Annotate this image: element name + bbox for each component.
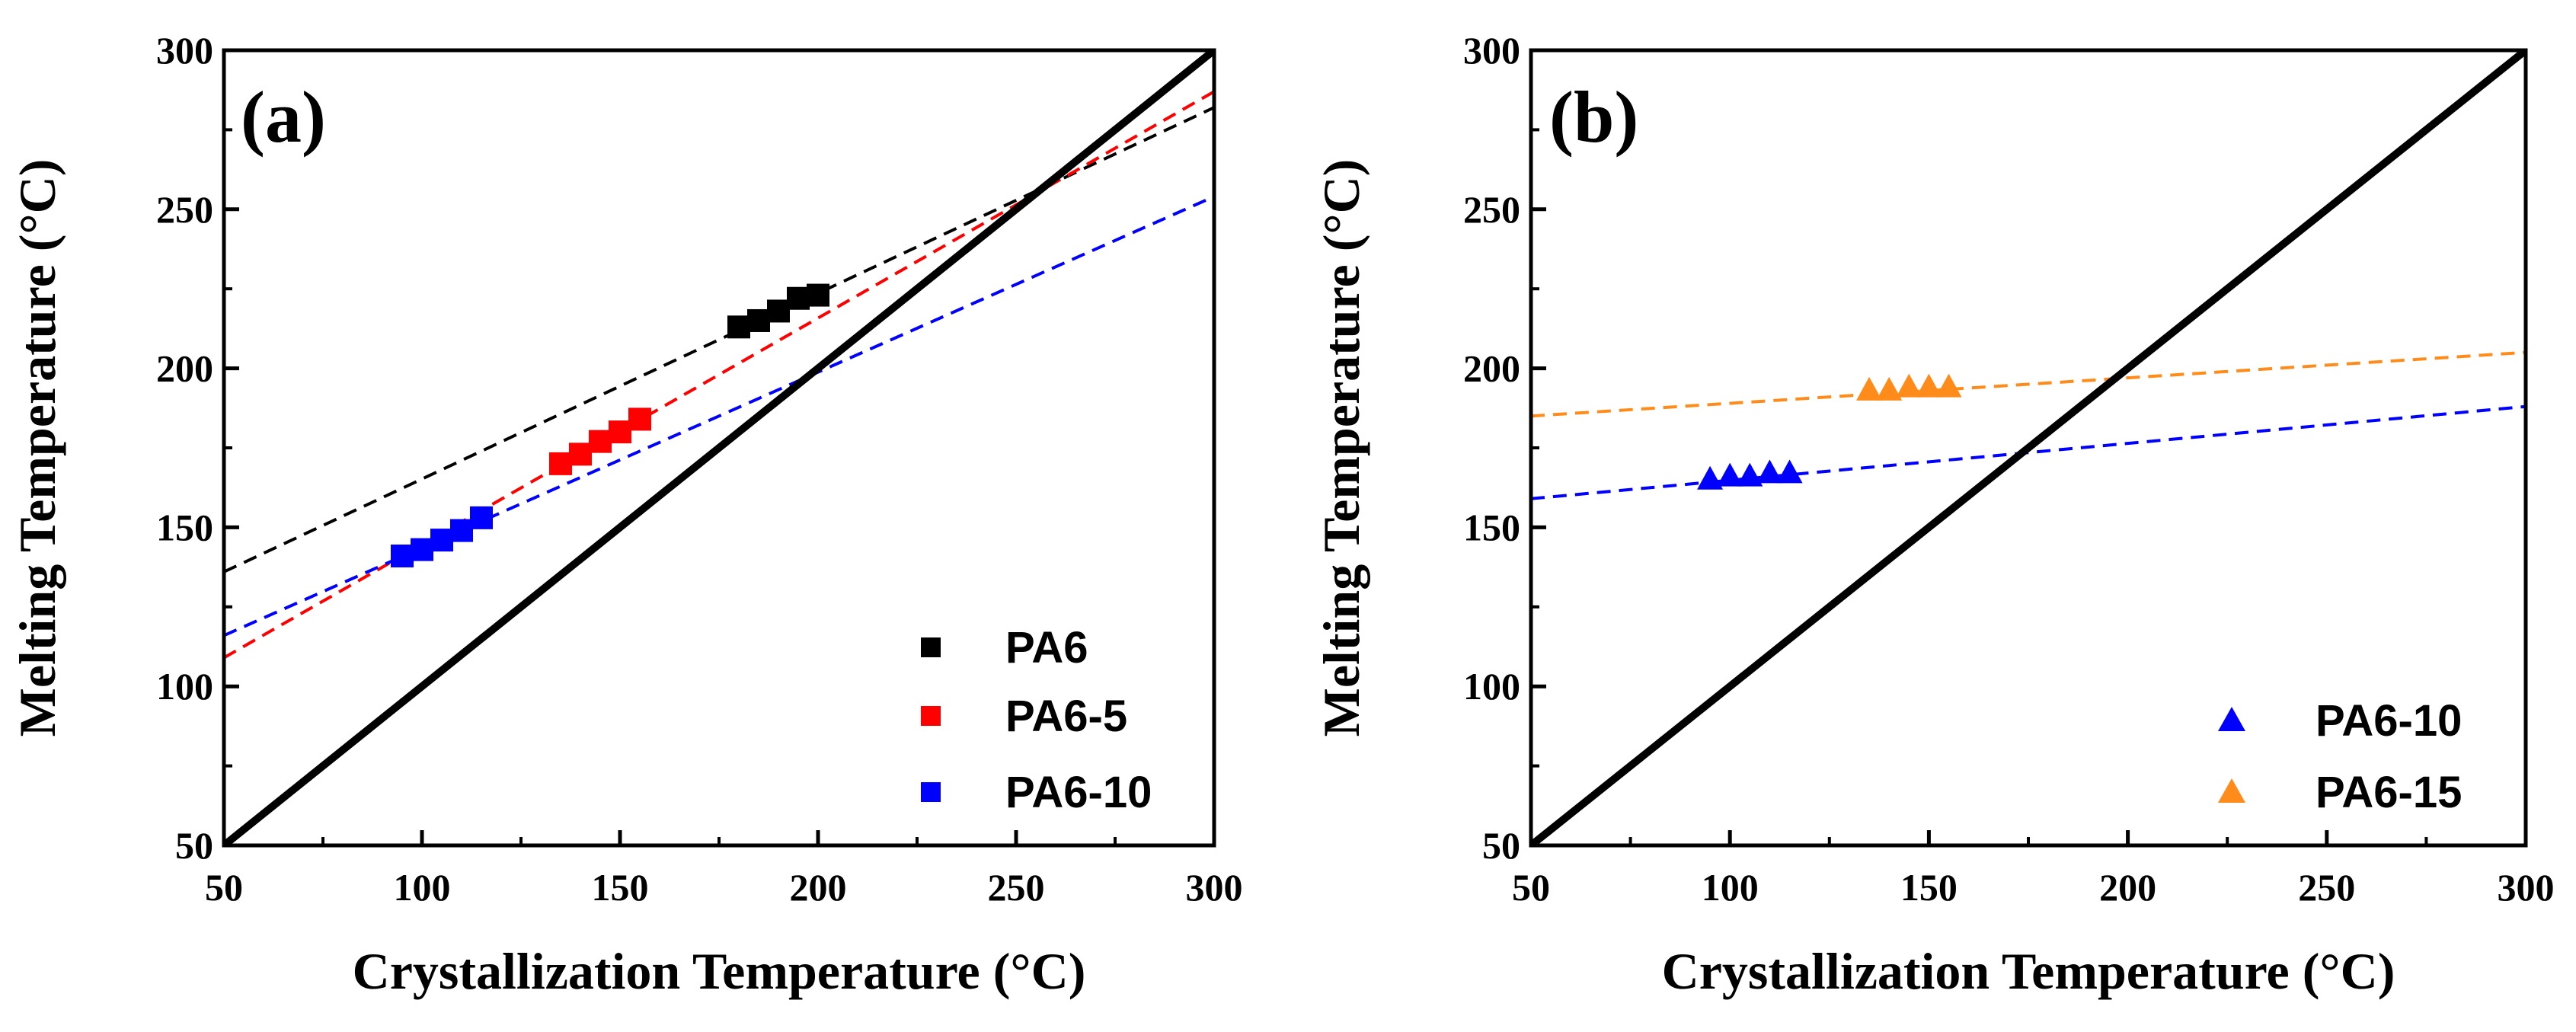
- x-tick-label: 250: [988, 866, 1045, 909]
- legend: PA6 PA6-5 PA6-10: [921, 623, 1152, 817]
- chart-panel-b: 50 100 150 200 250 300 50 100 150 200 250 300 Crysta…: [1312, 29, 2555, 1000]
- fit-line-pa6: [224, 106, 1214, 574]
- y-tick-label: 100: [1463, 665, 1520, 708]
- fit-line-pa6-15: [1531, 350, 2526, 418]
- data-point-pa6: [727, 315, 750, 339]
- x-tick-label: 150: [1900, 866, 1958, 909]
- y-tick-label: 100: [156, 665, 213, 708]
- data-point-pa6-15: [1876, 376, 1903, 401]
- y-tick-label: 50: [1482, 824, 1520, 867]
- y-axis-title: Melting Temperature (°C): [1312, 159, 1370, 737]
- legend-label-pa6: PA6: [1005, 623, 1088, 673]
- y-axis-title: Melting Temperature (°C): [8, 159, 66, 737]
- data-point-pa6-10: [1717, 462, 1743, 487]
- legend-label-pa6-10: PA6-10: [2316, 696, 2462, 746]
- data-point-pa6-5: [589, 430, 612, 453]
- data-point-pa6-10: [391, 544, 414, 567]
- y-tick-label: 250: [156, 188, 213, 231]
- y-tick-label: 50: [175, 824, 213, 867]
- y-tick-label: 150: [156, 506, 213, 548]
- data-point-pa6-5: [609, 420, 631, 444]
- panel-label: (a): [241, 76, 326, 158]
- y-tick-label: 200: [156, 347, 213, 390]
- data-point-pa6-5: [628, 407, 651, 431]
- legend-marker-pa6: [921, 637, 941, 657]
- y-tick-label: 200: [1463, 347, 1520, 390]
- y-tick-label: 300: [156, 29, 213, 72]
- data-point-pa6-10: [1737, 462, 1763, 487]
- x-tick-label: 300: [1186, 866, 1243, 909]
- panel-label: (b): [1549, 76, 1638, 158]
- x-tick-label: 200: [790, 866, 847, 909]
- x-tick-label: 300: [2498, 866, 2555, 909]
- y-tick-label: 300: [1463, 29, 1520, 72]
- data-point-pa6-10: [411, 538, 433, 561]
- x-tick-label: 150: [592, 866, 649, 909]
- legend-label-pa6-10: PA6-10: [1005, 768, 1152, 817]
- x-axis-title: Crystallization Temperature (°C): [353, 942, 1086, 1000]
- data-point-pa6: [807, 283, 829, 307]
- data-point-pa6: [787, 286, 810, 310]
- fit-line-pa6-10: [224, 195, 1214, 637]
- data-point-pa6-10: [1756, 459, 1783, 484]
- x-tick-label: 200: [2099, 866, 2156, 909]
- data-point-pa6-15: [1916, 373, 1942, 398]
- y-tick-label: 250: [1463, 188, 1520, 231]
- data-point-pa6-15: [1935, 373, 1962, 398]
- reference-line: [224, 50, 1214, 845]
- legend-label-pa6-15: PA6-15: [2316, 768, 2462, 817]
- legend-label-pa6-5: PA6-5: [1005, 692, 1127, 741]
- legend-marker-pa6-10: [921, 782, 941, 802]
- data-point-pa6-10: [1697, 465, 1724, 490]
- x-tick-label: 100: [394, 866, 451, 909]
- data-point-pa6-5: [549, 452, 572, 475]
- data-point-pa6-5: [569, 443, 592, 466]
- reference-line: [1531, 50, 2526, 845]
- x-tick-label: 250: [2298, 866, 2355, 909]
- data-point-pa6-15: [1896, 373, 1922, 398]
- data-point-pa6-10: [1776, 459, 1803, 484]
- fit-line-pa6-5: [224, 90, 1214, 660]
- data-point-pa6: [767, 299, 790, 323]
- x-tick-label: 100: [1702, 866, 1759, 909]
- x-axis-title: Crystallization Temperature (°C): [1662, 942, 2395, 1000]
- data-point-pa6-10: [450, 519, 473, 542]
- x-tick-label: 50: [205, 866, 243, 909]
- legend-marker-pa6-5: [921, 706, 941, 726]
- data-point-pa6-15: [1856, 376, 1883, 401]
- data-point-pa6-10: [430, 529, 453, 552]
- legend-marker-pa6-15: [2218, 778, 2245, 803]
- data-point-pa6-10: [470, 506, 493, 529]
- data-point-pa6: [747, 308, 770, 332]
- legend-marker-pa6-10: [2218, 707, 2245, 731]
- x-tick-label: 50: [1512, 866, 1550, 909]
- chart-panel-a: 50 100 150 200 250 300 50 100 150 200 250 300 Crysta…: [8, 29, 1243, 1000]
- y-tick-label: 150: [1463, 506, 1520, 548]
- legend: PA6-10 PA6-15: [2218, 696, 2462, 817]
